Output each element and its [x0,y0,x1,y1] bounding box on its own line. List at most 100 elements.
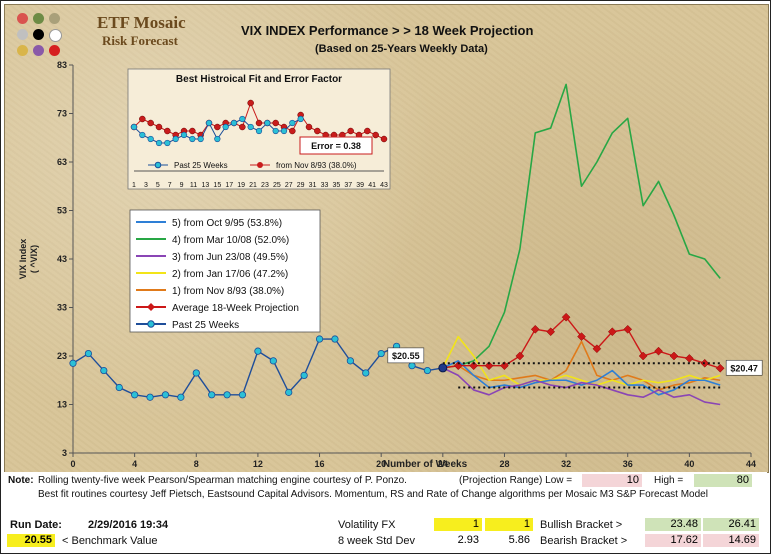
past-week-marker [192,369,200,377]
inset-fit-marker [214,123,221,131]
average-marker [715,363,725,373]
std-1: 2.93 [457,534,479,546]
past-week-marker [208,391,216,399]
inset-fit-marker [147,119,154,127]
inset-x-tick-label: 33 [321,182,329,189]
logo-dot [33,29,44,40]
y-tick-label: 23 [57,351,67,361]
inset-x-tick-label: 11 [190,182,197,189]
std-2: 5.86 [508,534,530,546]
inset-x-tick-label: 19 [237,182,245,189]
average-marker [592,344,602,354]
average-marker [546,327,556,337]
logo-title: ETF Mosaic [97,13,186,32]
past-week-marker [377,349,385,358]
legend-item-label: 5) from Oct 9/95 (53.8%) [172,218,282,229]
x-tick-label: 0 [70,459,75,469]
past-week-marker [177,393,185,401]
past-week-marker [131,391,139,399]
inset-x-tick-label: 3 [144,182,148,189]
inset-past-marker [197,135,204,143]
inset-past-marker [289,119,296,127]
logo-dot [49,45,60,56]
average-marker [685,354,694,363]
x-tick-label: 20 [376,459,386,469]
legend-item-label: Past 25 Weeks [172,320,239,331]
logo-dot [17,13,28,24]
inset-x-tick-label: 35 [332,182,340,189]
inset-fit-marker [314,127,321,135]
vol-fx-2: 1 [485,518,533,531]
legend-swatch-marker [147,303,155,311]
past-week-marker [238,391,247,399]
average-marker [530,324,540,334]
inset-x-tick-label: 7 [168,182,172,189]
series-line [442,335,721,386]
series-line [442,83,721,369]
inset-fit-marker [305,123,313,131]
bearish-1: 17.62 [645,534,701,547]
average-marker [500,361,509,371]
inset-fit-marker [239,123,246,131]
inset-past-marker [130,123,138,131]
inset-legend-past-marker [154,161,162,169]
legend-item-label: 2) from Jan 17/06 (47.2%) [172,269,288,280]
inset-past-marker [247,123,254,131]
bullish-2: 26.41 [703,518,759,531]
average-marker [577,332,586,341]
past-week-marker [346,357,354,365]
series-layer: $20.55 $20.47 [69,83,763,406]
benchmark-value: 20.55 [7,534,55,547]
high-label: High = [654,475,684,486]
inset-past-marker [205,119,213,127]
bullish-1: 23.48 [645,518,701,531]
price-callout: $20.55 [392,351,420,361]
logo-subtitle: Risk Forecast [102,33,178,48]
past-week-marker [115,383,123,392]
average-marker [623,324,633,334]
inset-fit-marker [347,127,354,135]
legend-item-label: 3) from Jun 23/08 (49.5%) [172,252,288,263]
past-week-marker [84,349,93,358]
past-week-marker [269,357,277,365]
inset-legend-fit-marker [257,162,263,168]
inset-x-tick-label: 17 [225,182,233,189]
average-marker [607,327,617,337]
x-tick-label: 8 [194,459,199,469]
average-marker [515,351,525,361]
inset-past-marker [264,119,271,127]
x-tick-label: 40 [684,459,694,469]
x-tick-label: 12 [253,459,263,469]
logo-dot [17,29,28,40]
inset-past-marker [139,131,146,139]
logo-dot [49,29,62,42]
average-marker [453,361,463,371]
y-tick-label: 33 [57,303,67,313]
inset-x-tick-label: 27 [285,182,293,189]
footer-panel: Note: Rolling twenty-five week Pearson/S… [4,472,767,552]
inset-fit-marker [289,127,296,135]
x-tick-label: 16 [315,459,325,469]
y-tick-label: 3 [62,448,67,458]
projection-range-label: (Projection Range) Low = [459,475,573,486]
inset-legend-fit-label: from Nov 8/93 (38.0%) [276,161,357,170]
inset-x-tick-label: 29 [297,182,305,189]
inset-fit-marker [189,127,196,135]
average-marker [669,351,679,361]
inset-past-marker [147,135,154,143]
average-marker [654,346,663,356]
inset-past-marker [155,139,163,147]
price-callout-box [725,359,763,376]
past-week-marker [146,393,154,401]
inset-x-tick-label: 5 [156,182,160,189]
past-week-marker [69,359,77,367]
inset-past-marker [239,115,246,123]
chart-panel: ETF Mosaic Risk Forecast VIX INDEX Perfo… [4,4,769,473]
average-marker [469,361,478,371]
x-tick-label: 44 [746,459,756,469]
inset-x-tick-label: 41 [368,182,376,189]
inset-x-tick-label: 31 [309,182,317,189]
